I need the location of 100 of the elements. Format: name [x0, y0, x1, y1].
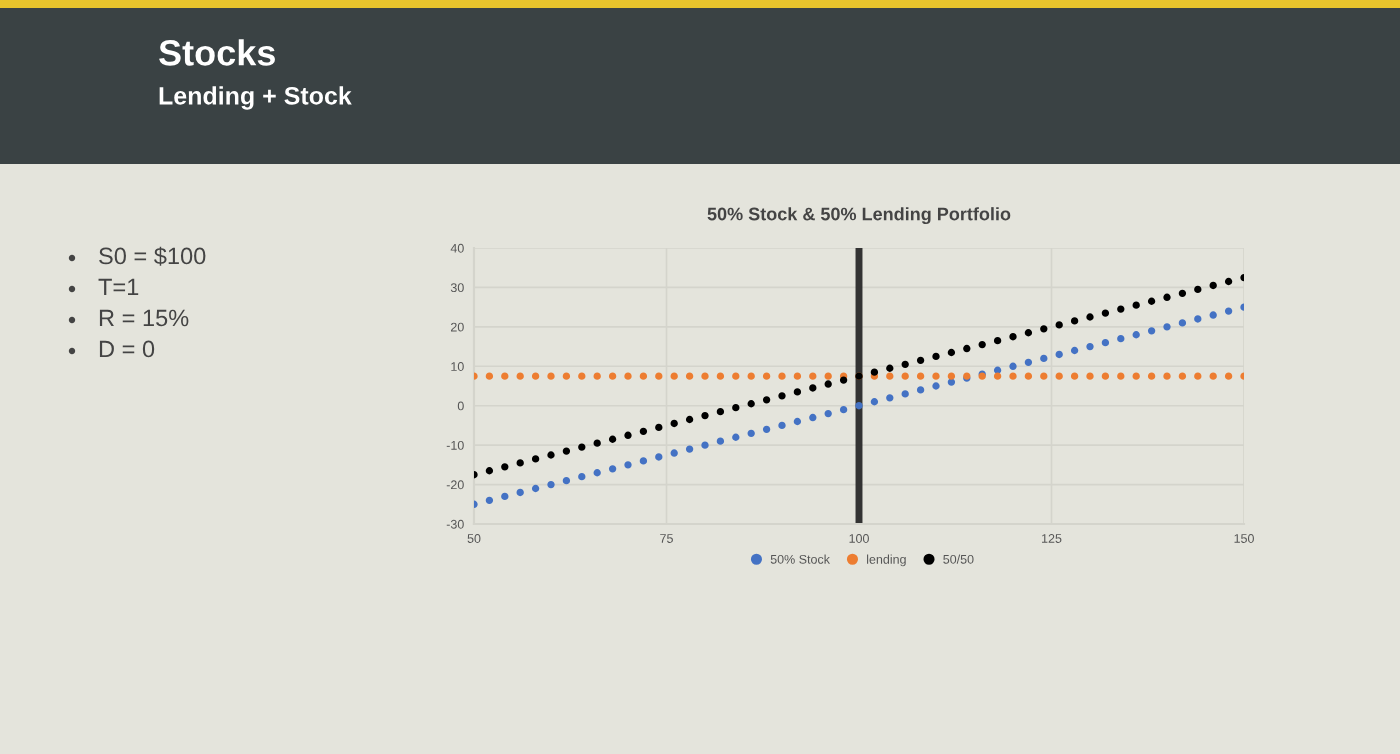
point — [639, 427, 648, 436]
point — [732, 372, 740, 380]
point — [1132, 301, 1140, 309]
point — [701, 441, 709, 449]
point — [1163, 293, 1171, 301]
point — [1132, 331, 1140, 339]
point — [485, 496, 494, 505]
point — [1209, 281, 1217, 290]
point — [716, 372, 725, 380]
point — [547, 372, 555, 380]
point — [778, 372, 786, 380]
point — [1040, 325, 1048, 333]
text: Lending + Stock — [159, 86, 352, 110]
point — [716, 437, 725, 445]
point — [1147, 327, 1156, 335]
point — [1086, 342, 1094, 351]
point — [1224, 277, 1233, 286]
point — [501, 463, 509, 471]
point — [531, 372, 540, 380]
point — [1101, 372, 1110, 380]
point — [732, 433, 740, 441]
text: D = 0 — [99, 340, 155, 358]
point — [762, 425, 771, 434]
point — [593, 469, 601, 477]
point — [870, 398, 879, 406]
point — [578, 372, 586, 380]
point — [624, 461, 632, 469]
point — [1194, 372, 1202, 380]
point — [1086, 313, 1094, 321]
point — [1147, 297, 1156, 305]
point — [562, 372, 571, 380]
point — [608, 372, 617, 380]
point — [839, 405, 848, 414]
point — [1147, 372, 1156, 380]
point — [701, 411, 709, 420]
point — [624, 431, 632, 439]
point — [747, 429, 755, 437]
point — [1101, 338, 1110, 347]
point — [1132, 372, 1140, 380]
point — [685, 445, 694, 453]
point — [809, 372, 817, 380]
point — [608, 435, 617, 443]
point — [670, 449, 678, 457]
point — [593, 372, 601, 380]
point — [793, 388, 802, 396]
point — [1009, 372, 1017, 380]
point — [932, 382, 940, 390]
point — [747, 400, 755, 408]
point — [1163, 372, 1171, 380]
point — [978, 340, 986, 349]
point — [1024, 329, 1033, 337]
point — [562, 447, 571, 455]
point — [901, 390, 909, 398]
point — [1070, 346, 1079, 355]
point — [886, 394, 894, 402]
point — [485, 372, 494, 380]
point — [1024, 358, 1033, 367]
point — [685, 415, 694, 424]
point — [916, 356, 925, 365]
point — [1224, 372, 1233, 380]
point — [1055, 321, 1063, 329]
point — [1163, 323, 1171, 331]
point — [1224, 307, 1233, 315]
point — [501, 492, 509, 501]
point — [578, 443, 586, 451]
point — [516, 372, 524, 380]
point — [578, 473, 586, 481]
point — [624, 372, 632, 380]
point — [655, 453, 663, 461]
point — [932, 372, 940, 380]
point — [886, 372, 894, 380]
point — [1040, 372, 1048, 380]
point — [947, 348, 956, 357]
point — [1009, 333, 1017, 341]
point — [1086, 372, 1094, 380]
point — [1101, 309, 1110, 317]
point — [1178, 319, 1187, 327]
point — [1024, 372, 1033, 380]
point — [732, 404, 740, 412]
point — [809, 413, 817, 422]
point — [901, 372, 909, 380]
point — [1178, 372, 1187, 380]
point — [485, 467, 494, 475]
point — [916, 386, 925, 394]
point — [793, 372, 802, 380]
point — [1194, 285, 1202, 294]
chart-title: 50% Stock & 50% Lending Portfolio — [707, 207, 1011, 225]
point — [670, 419, 678, 428]
point — [1209, 311, 1217, 319]
point — [916, 372, 925, 380]
point — [886, 364, 894, 372]
point — [762, 396, 771, 404]
point — [516, 488, 524, 497]
text: T=1 — [98, 278, 139, 296]
point — [1070, 317, 1079, 325]
point — [993, 372, 1002, 380]
point — [655, 423, 663, 432]
point — [685, 372, 694, 380]
point — [793, 417, 802, 426]
point — [1009, 362, 1017, 370]
